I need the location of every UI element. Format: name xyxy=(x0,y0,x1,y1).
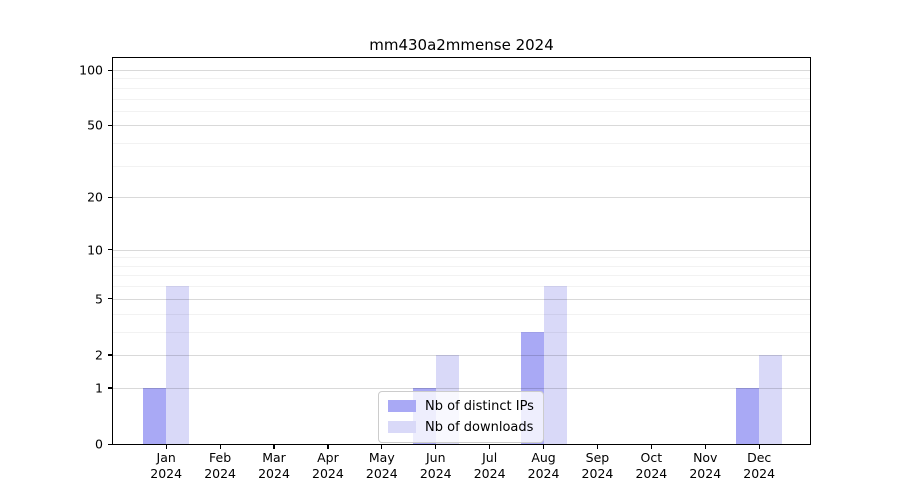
y-axis-tick xyxy=(108,69,113,71)
minor-gridline xyxy=(113,275,810,277)
y-tick-label: 50 xyxy=(87,117,103,133)
x-tick-label: Jul 2024 xyxy=(473,450,506,481)
minor-gridline xyxy=(113,78,810,80)
y-axis-tick xyxy=(108,387,113,389)
x-tick-label: Jan 2024 xyxy=(150,450,183,481)
major-gridline xyxy=(113,387,810,389)
major-gridline xyxy=(113,298,810,300)
minor-gridline xyxy=(113,98,810,100)
x-axis-tick xyxy=(381,444,383,449)
minor-gridline xyxy=(113,331,810,333)
minor-gridline xyxy=(113,313,810,315)
y-tick-label: 1 xyxy=(95,380,103,396)
legend-item-distinct-ips: Nb of distinct IPs xyxy=(388,397,534,415)
bar-distinct-ips xyxy=(143,387,167,444)
x-axis-tick xyxy=(435,444,437,449)
x-axis-tick xyxy=(542,444,545,449)
y-axis-tick xyxy=(108,443,113,445)
legend-label: Nb of distinct IPs xyxy=(425,398,534,414)
y-tick-label: 2 xyxy=(95,347,103,363)
x-axis-tick xyxy=(650,444,652,449)
x-axis-tick xyxy=(596,444,599,449)
major-gridline xyxy=(113,249,810,251)
x-tick-label: Oct 2024 xyxy=(635,450,668,481)
bar-downloads xyxy=(543,286,567,444)
x-axis-tick xyxy=(704,444,706,449)
x-tick-label: Sep 2024 xyxy=(581,450,614,481)
y-tick-label: 5 xyxy=(95,291,103,307)
x-tick-label: Dec 2024 xyxy=(743,450,776,481)
legend: Nb of distinct IPs Nb of downloads xyxy=(378,391,544,443)
major-gridline xyxy=(113,70,810,71)
y-tick-label: 0 xyxy=(95,436,103,452)
y-tick-label: 100 xyxy=(79,62,103,78)
y-axis-tick xyxy=(108,196,113,198)
x-axis-tick xyxy=(489,444,491,449)
x-tick-label: Apr 2024 xyxy=(312,450,344,481)
x-tick-label: Nov 2024 xyxy=(689,450,722,481)
minor-gridline xyxy=(113,165,810,167)
major-gridline xyxy=(113,125,810,127)
y-axis-tick xyxy=(108,124,113,127)
chart-title: mm430a2mmense 2024 xyxy=(369,36,554,54)
legend-item-downloads: Nb of downloads xyxy=(388,418,534,436)
legend-label: Nb of downloads xyxy=(425,419,534,435)
x-axis-tick xyxy=(327,444,329,449)
x-tick-label: Jun 2024 xyxy=(419,450,452,481)
x-axis-tick xyxy=(165,444,167,449)
bar-downloads xyxy=(759,354,783,444)
minor-gridline xyxy=(113,143,810,145)
major-gridline xyxy=(113,354,810,356)
y-axis-tick xyxy=(108,249,113,251)
bar-downloads xyxy=(166,286,190,444)
minor-gridline xyxy=(113,286,810,288)
x-tick-label: Feb 2024 xyxy=(204,450,236,481)
minor-gridline xyxy=(113,110,810,112)
y-axis-tick xyxy=(108,298,113,300)
minor-gridline xyxy=(113,87,810,89)
distinct-ips-swatch-icon xyxy=(388,400,416,412)
minor-gridline xyxy=(113,257,810,259)
bar-distinct-ips xyxy=(736,387,760,444)
x-tick-label: Mar 2024 xyxy=(258,450,290,481)
y-tick-label: 20 xyxy=(87,189,103,205)
y-axis-tick xyxy=(108,354,113,356)
major-gridline xyxy=(113,197,810,199)
downloads-swatch-icon xyxy=(388,421,416,433)
plot-area: 0 1 2 5 10 20 50 100 Jan 2024 Feb 2024 Mar 2024 Apr 202… xyxy=(79,57,811,481)
x-axis-tick xyxy=(219,444,221,449)
y-tick-label: 10 xyxy=(87,242,103,258)
minor-gridline xyxy=(113,265,810,267)
x-axis-tick xyxy=(273,444,275,449)
x-axis-tick xyxy=(758,444,760,449)
x-tick-label: May 2024 xyxy=(365,450,398,481)
x-tick-label: Aug 2024 xyxy=(527,450,560,481)
